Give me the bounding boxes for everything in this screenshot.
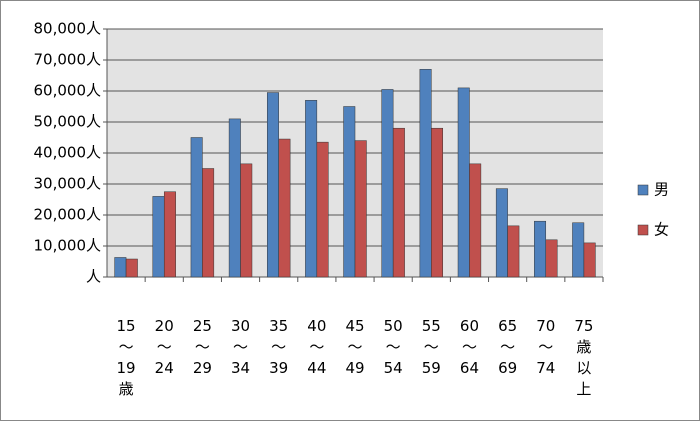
x-tick-label: 50 ～ 54	[384, 317, 403, 377]
bar	[545, 239, 558, 278]
bar	[305, 100, 318, 278]
x-tick-label: 15 ～ 19 歳	[117, 317, 136, 398]
y-tick-label: 20,000人	[34, 206, 102, 224]
bar	[495, 188, 508, 278]
bar	[266, 92, 279, 278]
bar	[190, 137, 203, 278]
bar	[431, 127, 444, 278]
bar	[457, 87, 470, 278]
bar	[354, 140, 367, 278]
bar	[152, 196, 165, 278]
bar	[419, 69, 432, 278]
y-tick-label: 40,000人	[34, 144, 102, 162]
bar	[534, 220, 547, 278]
x-tick-label: 25 ～ 29	[193, 317, 212, 377]
y-tick-label: 30,000人	[34, 175, 102, 193]
y-tick-label: 50,000人	[34, 113, 102, 131]
bar	[163, 191, 176, 278]
legend-label: 女	[654, 221, 669, 239]
y-tick-label: 80,000人	[34, 20, 102, 38]
y-tick-label: 10,000人	[34, 237, 102, 255]
bar	[343, 106, 356, 278]
bar	[381, 89, 394, 278]
x-tick-label: 75 歳以上	[574, 317, 593, 398]
x-tick-label: 55 ～ 59	[422, 317, 441, 377]
y-tick-label: 70,000人	[34, 51, 102, 69]
x-tick-label: 65 ～ 69	[498, 317, 517, 377]
bar	[392, 127, 405, 278]
legend-swatch	[637, 224, 649, 236]
x-tick-label: 30 ～ 34	[231, 317, 250, 377]
x-tick-label: 35 ～ 39	[269, 317, 288, 377]
x-tick-label: 20 ～ 24	[155, 317, 174, 377]
x-tick-label: 40 ～ 44	[307, 317, 326, 377]
bar	[228, 118, 241, 278]
legend-swatch	[637, 184, 649, 196]
bar	[572, 222, 585, 278]
bar	[202, 168, 215, 278]
bar	[316, 141, 329, 278]
legend-label: 男	[654, 181, 669, 199]
bar	[125, 258, 138, 278]
x-tick-label: 70 ～ 74	[536, 317, 555, 377]
bar	[583, 242, 596, 278]
bar	[469, 163, 482, 278]
x-tick-label: 60 ～ 64	[460, 317, 479, 377]
bar	[114, 257, 127, 278]
y-tick-label: 人	[86, 268, 101, 286]
bar	[507, 225, 520, 278]
x-tick-label: 45 ～ 49	[345, 317, 364, 377]
bar	[278, 138, 291, 278]
bar	[240, 163, 253, 278]
y-tick-label: 60,000人	[34, 82, 102, 100]
